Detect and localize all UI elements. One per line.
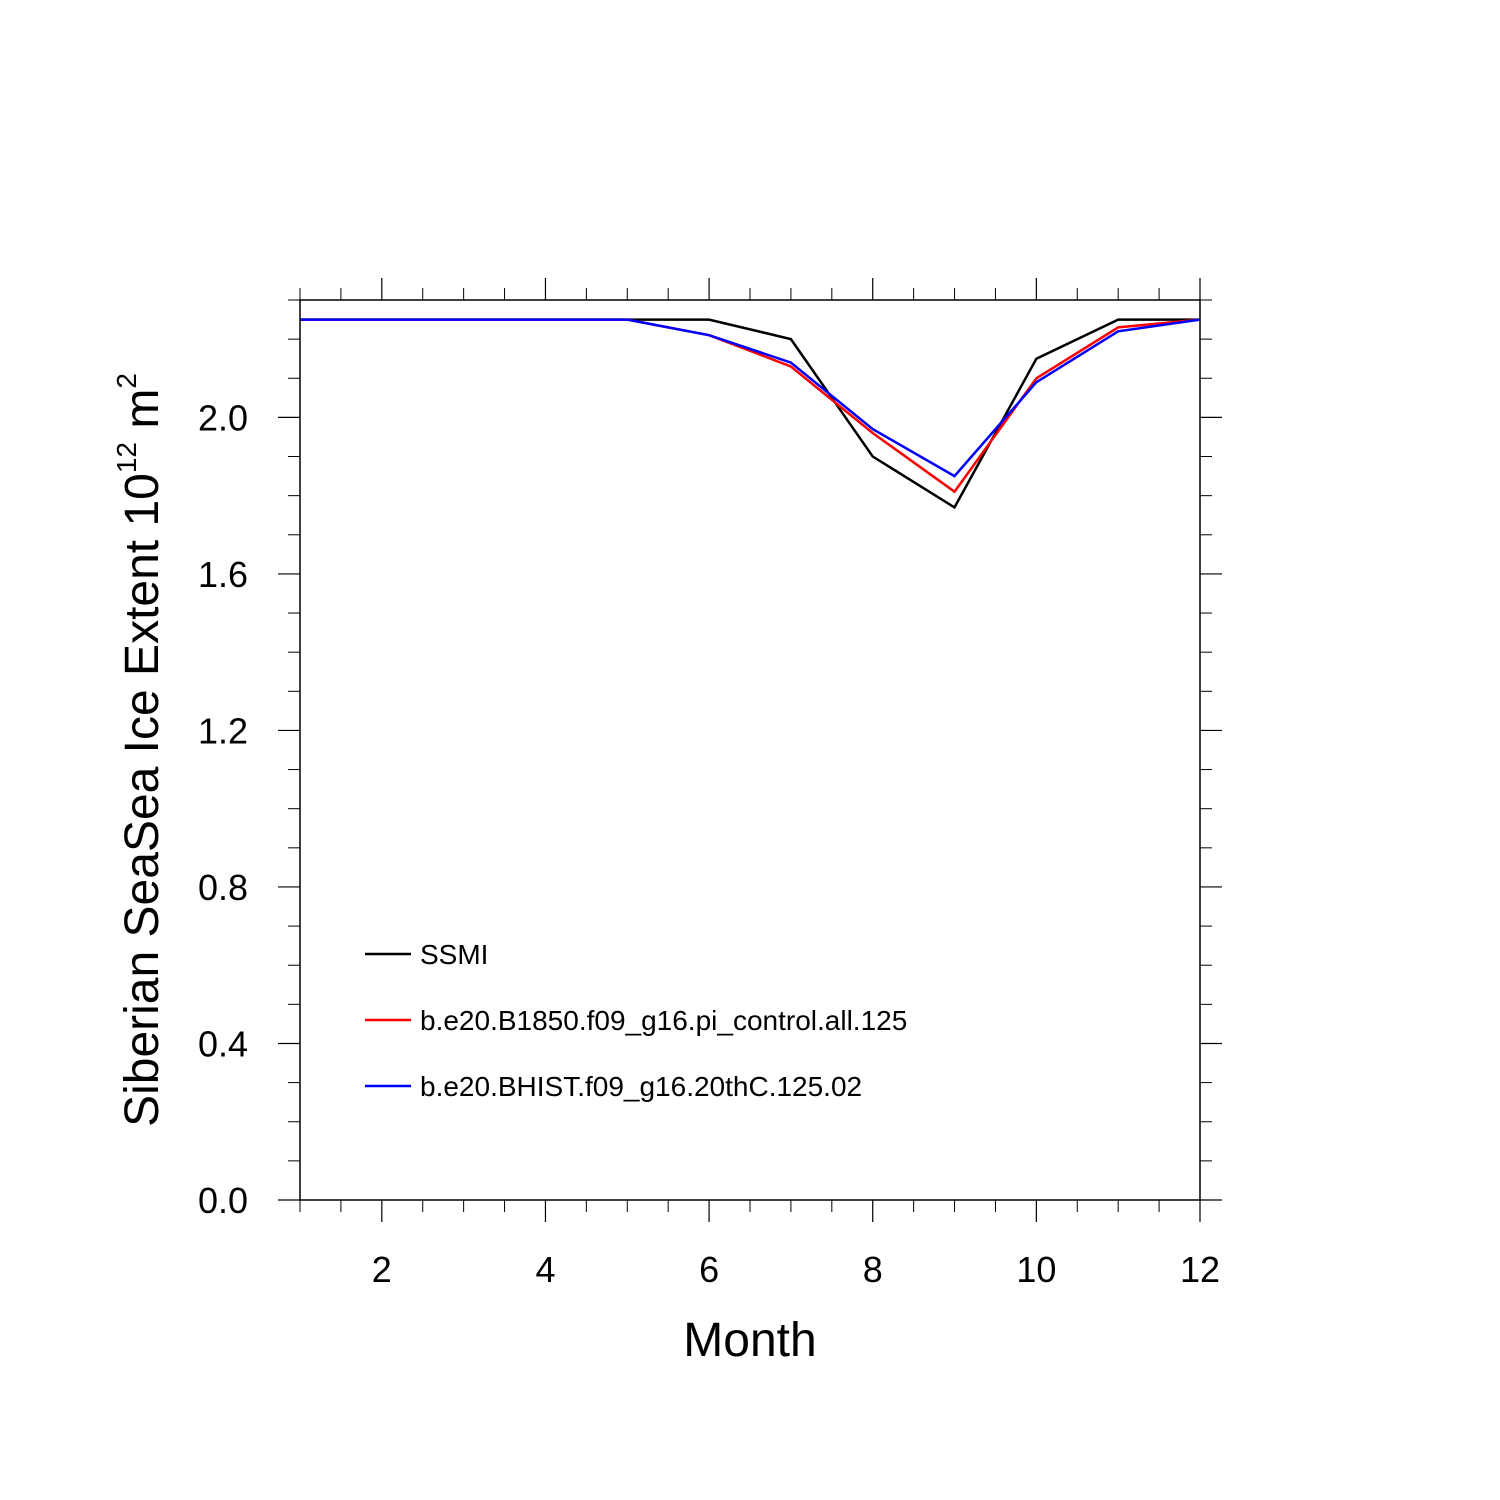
legend-label: b.e20.B1850.f09_g16.pi_control.all.125 (420, 1005, 907, 1036)
x-tick-label: 12 (1180, 1249, 1220, 1290)
y-axis-title-unit-exponent: 2 (111, 373, 142, 389)
legend: SSMI b.e20.B1850.f09_g16.pi_control.all.1… (365, 939, 907, 1102)
x-tick-label: 6 (699, 1249, 719, 1290)
y-axis-title-exponent: 12 (111, 442, 142, 473)
x-tick-label: 2 (372, 1249, 392, 1290)
x-tick-label: 8 (863, 1249, 883, 1290)
major-ticks (278, 278, 1222, 1222)
y-tick-label: 1.6 (198, 554, 248, 595)
x-tick-label: 4 (535, 1249, 555, 1290)
y-axis-title-unit: m (116, 389, 169, 442)
series-lines (300, 318, 1201, 510)
x-axis-title: Month (683, 1314, 816, 1367)
x-tick-label: 10 (1016, 1249, 1056, 1290)
y-tick-label: 0.8 (198, 867, 248, 908)
y-axis-title: Siberian SeaSea Ice Extent 1012 m2 (111, 373, 169, 1127)
series-line-3 (300, 318, 1201, 478)
y-tick-label: 1.2 (198, 710, 248, 751)
y-tick-label: 2.0 (198, 397, 248, 438)
tick-labels: 2 4 6 8 10 12 0.0 0.4 0.8 1.2 1.6 2.0 (198, 397, 1220, 1290)
legend-label: b.e20.BHIST.f09_g16.20thC.125.02 (420, 1071, 862, 1102)
y-tick-label: 0.0 (198, 1180, 248, 1221)
plot-frame (299, 299, 1201, 1201)
legend-label: SSMI (420, 939, 488, 970)
minor-ticks (288, 288, 1212, 1212)
y-axis-title-main: Siberian SeaSea Ice Extent 10 (116, 473, 169, 1127)
y-tick-label: 0.4 (198, 1023, 248, 1064)
